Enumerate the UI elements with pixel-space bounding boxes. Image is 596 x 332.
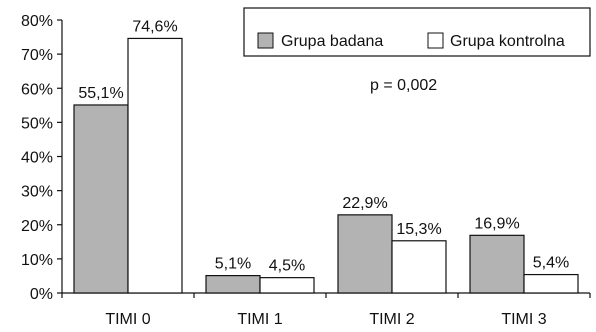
y-tick-label: 50% <box>21 115 53 132</box>
legend-swatch-grupa-kontrolna <box>427 32 444 49</box>
bar-grupa-badana <box>469 234 525 294</box>
data-label: 15,3% <box>396 221 441 238</box>
bars <box>73 37 579 294</box>
p-value-annotation: p = 0,002 <box>370 77 437 94</box>
legend-label-grupa-badana: Grupa badana <box>281 33 383 50</box>
data-label: 5,4% <box>533 255 569 272</box>
bar-grupa-kontrolna <box>391 240 447 294</box>
data-label: 16,9% <box>474 215 519 232</box>
y-tick-label: 30% <box>21 184 53 201</box>
y-tick-label: 10% <box>21 252 53 269</box>
data-label: 5,1% <box>215 256 251 273</box>
x-category-label: TIMI 3 <box>501 311 546 328</box>
y-tick-label: 80% <box>21 13 53 30</box>
data-label: 55,1% <box>78 85 123 102</box>
bar-grupa-badana <box>205 274 261 294</box>
bar-grupa-kontrolna <box>523 273 579 294</box>
x-category-label: TIMI 2 <box>369 311 414 328</box>
x-category-label: TIMI 0 <box>105 311 150 328</box>
data-labels: 55,1% 74,6% 5,1% 4,5% 22,9% 15,3% 16,9% 5,4% <box>78 18 569 274</box>
legend-box <box>243 7 591 57</box>
y-tick-label: 60% <box>21 81 53 98</box>
legend: Grupa badana Grupa kontrolna <box>243 7 591 57</box>
x-axis: TIMI 0 TIMI 1 TIMI 2 TIMI 3 <box>61 292 591 328</box>
data-label: 4,5% <box>269 258 305 275</box>
y-tick-label: 70% <box>21 47 53 64</box>
bar-grupa-kontrolna <box>127 37 183 294</box>
bar-grupa-badana <box>73 104 129 294</box>
data-label: 22,9% <box>342 195 387 212</box>
bar-grupa-badana <box>337 214 393 294</box>
x-category-label: TIMI 1 <box>237 311 282 328</box>
data-label: 74,6% <box>132 18 177 35</box>
y-axis: 0% 10% 20% 30% 40% 50% 60% 70% 80% <box>21 13 63 303</box>
y-tick-label: 20% <box>21 218 53 235</box>
bar-grupa-kontrolna <box>259 277 315 294</box>
y-tick-label: 0% <box>30 286 53 303</box>
y-tick-label: 40% <box>21 150 53 167</box>
legend-swatch-grupa-badana <box>257 32 274 49</box>
legend-label-grupa-kontrolna: Grupa kontrolna <box>450 33 565 50</box>
